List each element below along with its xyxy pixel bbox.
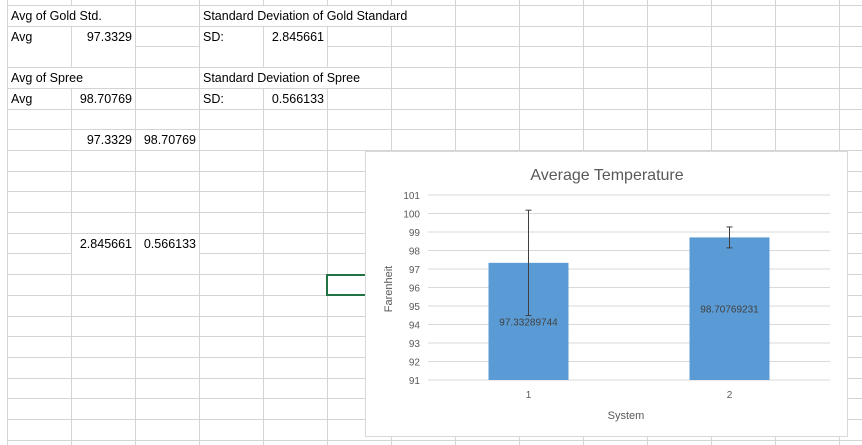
cell-B2[interactable]: 97.3329 bbox=[72, 27, 135, 47]
cell-C7[interactable]: 98.70769 bbox=[136, 130, 199, 150]
y-tick-label: 98 bbox=[409, 247, 421, 258]
cell-A5[interactable]: Avg bbox=[8, 89, 71, 109]
chart-svg: Average Temperature System Farenheit 91 9… bbox=[383, 167, 830, 422]
average-temperature-chart[interactable]: Average Temperature System Farenheit 91 9… bbox=[365, 151, 848, 437]
x-tick-label: 1 bbox=[526, 390, 532, 401]
cell-A2[interactable]: Avg bbox=[8, 27, 71, 47]
y-tick-label: 96 bbox=[409, 284, 421, 295]
y-tick-label: 99 bbox=[409, 228, 421, 239]
y-tick-label: 97 bbox=[409, 265, 421, 276]
row-gridline bbox=[7, 88, 862, 89]
cell-B7[interactable]: 97.3329 bbox=[72, 130, 135, 150]
y-tick-label: 101 bbox=[403, 191, 420, 202]
row-gridline bbox=[7, 46, 862, 47]
cell-A4[interactable]: Avg of Spree bbox=[8, 68, 87, 88]
y-tick-label: 93 bbox=[409, 339, 421, 350]
data-label: 97.33289744 bbox=[499, 317, 558, 328]
y-tick-label: 95 bbox=[409, 302, 421, 313]
column-gridline bbox=[199, 0, 200, 445]
chart-title: Average Temperature bbox=[530, 167, 683, 184]
cell-C12[interactable]: 0.566133 bbox=[136, 234, 199, 254]
y-tick-label: 100 bbox=[403, 210, 420, 221]
row-gridline bbox=[7, 129, 862, 130]
cell-B12[interactable]: 2.845661 bbox=[72, 234, 135, 254]
column-gridline bbox=[135, 0, 136, 445]
column-gridline bbox=[7, 0, 8, 445]
column-gridline bbox=[327, 0, 328, 445]
cell-B5[interactable]: 98.70769 bbox=[72, 89, 135, 109]
cell-E2[interactable]: 2.845661 bbox=[264, 27, 327, 47]
row-gridline bbox=[7, 150, 862, 151]
y-tick-label: 94 bbox=[409, 321, 421, 332]
data-label: 98.70769231 bbox=[700, 305, 759, 316]
row-gridline bbox=[7, 5, 862, 6]
bar-2 bbox=[689, 237, 770, 380]
cell-D4[interactable]: Standard Deviation of Spree bbox=[200, 68, 364, 88]
row-gridline bbox=[7, 26, 862, 27]
column-gridline bbox=[263, 0, 264, 445]
cell-D1[interactable]: Standard Deviation of Gold Standard bbox=[200, 6, 411, 26]
y-axis-label: Farenheit bbox=[383, 266, 395, 312]
x-tick-label: 2 bbox=[727, 390, 733, 401]
row-gridline bbox=[7, 440, 862, 441]
row-gridline bbox=[7, 67, 862, 68]
y-tick-label: 92 bbox=[409, 358, 421, 369]
cell-D2[interactable]: SD: bbox=[200, 27, 263, 47]
cell-D5[interactable]: SD: bbox=[200, 89, 263, 109]
cell-E5[interactable]: 0.566133 bbox=[264, 89, 327, 109]
row-gridline bbox=[7, 109, 862, 110]
x-axis-label: System bbox=[608, 410, 645, 422]
cell-A1[interactable]: Avg of Gold Std. bbox=[8, 6, 105, 26]
y-tick-label: 91 bbox=[409, 376, 421, 387]
column-gridline bbox=[71, 0, 72, 445]
